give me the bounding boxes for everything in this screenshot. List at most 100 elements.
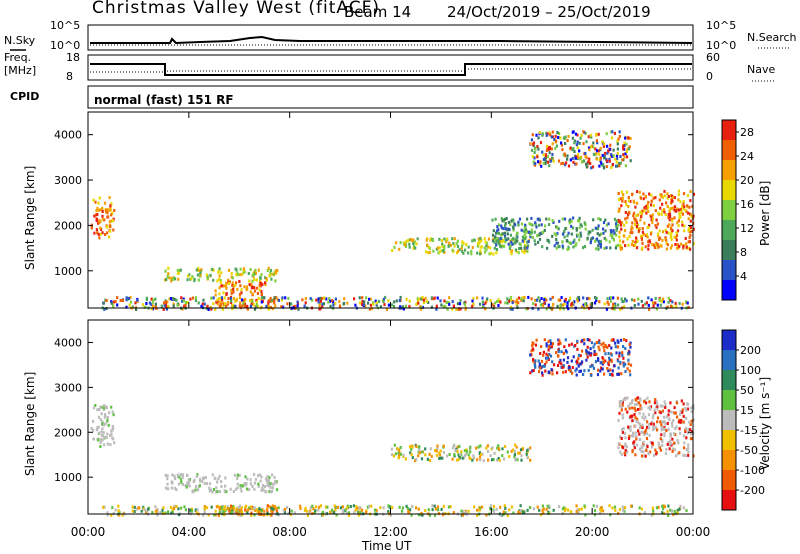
scatter-cell xyxy=(274,279,277,283)
scatter-cell xyxy=(460,450,463,454)
scatter-cell xyxy=(173,486,176,490)
scatter-cell xyxy=(384,295,387,299)
scatter-cell xyxy=(624,244,627,248)
scatter-cell xyxy=(551,360,554,364)
scatter-cell xyxy=(550,147,553,151)
scatter-cell xyxy=(597,357,600,361)
scatter-cell xyxy=(672,196,675,199)
scatter-cell xyxy=(597,345,600,349)
scatter-cell xyxy=(678,208,681,212)
scatter-cell xyxy=(610,346,613,350)
scatter-cell xyxy=(438,456,441,460)
scatter-cell xyxy=(406,506,409,510)
scatter-cell xyxy=(599,146,602,150)
scatter-cell xyxy=(167,304,170,308)
scatter-cell xyxy=(642,412,645,416)
scatter-cell xyxy=(385,308,389,311)
scatter-cell xyxy=(529,371,532,375)
scatter-cell xyxy=(417,507,420,511)
scatter-cell xyxy=(586,355,589,359)
scatter-cell xyxy=(529,142,532,146)
scatter-cell xyxy=(238,292,242,296)
scatter-cell xyxy=(641,209,644,213)
scatter-cell xyxy=(317,297,320,301)
scatter-cell xyxy=(357,510,360,514)
scatter-cell xyxy=(685,416,688,420)
scatter-cell xyxy=(469,446,472,450)
scatter-cell xyxy=(618,351,621,355)
scatter-cell xyxy=(681,408,684,412)
scatter-cell xyxy=(238,280,241,283)
scatter-cell xyxy=(557,354,560,358)
scatter-cell xyxy=(634,453,637,457)
scatter-cell xyxy=(109,443,112,447)
scatter-cell xyxy=(689,226,692,229)
colorbar-swatch xyxy=(722,450,736,471)
scatter-cell xyxy=(597,132,600,136)
scatter-cell xyxy=(656,303,659,307)
scatter-cell xyxy=(562,370,565,374)
scatter-cell xyxy=(633,403,637,407)
scatter-cell xyxy=(535,133,538,137)
scatter-cell xyxy=(641,234,644,238)
scatter-cell xyxy=(95,228,98,232)
scatter-cell xyxy=(647,247,650,251)
scatter-cell xyxy=(507,237,510,241)
scatter-cell xyxy=(270,298,273,302)
scatter-cell xyxy=(542,153,545,157)
scatter-cell xyxy=(551,342,555,346)
scatter-cell xyxy=(335,513,338,517)
scatter-cell xyxy=(550,341,553,345)
scatter-cell xyxy=(574,369,577,373)
scatter-cell xyxy=(263,485,267,489)
scatter-cell xyxy=(462,456,465,460)
scatter-cell xyxy=(647,296,650,300)
scatter-cell xyxy=(202,513,205,517)
scatter-cell xyxy=(688,240,691,244)
scatter-cell xyxy=(645,233,648,237)
scatter-cell xyxy=(253,289,257,293)
scatter-cell xyxy=(496,236,499,240)
scatter-cell xyxy=(559,341,562,345)
scatter-cell xyxy=(471,246,474,249)
scatter-cell xyxy=(476,458,479,462)
scatter-cell xyxy=(188,484,191,488)
scatter-cell xyxy=(373,508,377,512)
colorbar-tick-label: 20 xyxy=(740,174,754,187)
scatter-cell xyxy=(580,224,583,228)
scatter-cell xyxy=(555,233,558,237)
scatter-cell xyxy=(668,212,672,216)
scatter-cell xyxy=(529,235,532,239)
scatter-cell xyxy=(93,214,96,218)
scatter-cell xyxy=(429,447,432,451)
scatter-cell xyxy=(523,233,526,237)
scatter-cell xyxy=(150,297,153,301)
scatter-cell xyxy=(596,373,600,377)
colorbar-swatch xyxy=(722,330,736,351)
scatter-cell xyxy=(620,372,623,376)
scatter-cell xyxy=(521,239,524,243)
scatter-cell xyxy=(579,354,582,358)
scatter-cell xyxy=(173,298,176,301)
colorbar-frame xyxy=(721,119,737,301)
scatter-cell xyxy=(512,236,515,240)
scatter-cell xyxy=(413,240,416,244)
scatter-cell xyxy=(571,366,574,369)
scatter-cell xyxy=(257,297,260,300)
scatter-cell xyxy=(277,506,280,510)
scatter-cell xyxy=(619,221,622,225)
scatter-cell xyxy=(611,163,614,167)
scatter-cell xyxy=(236,482,239,486)
scatter-cell xyxy=(606,345,609,349)
scatter-cell xyxy=(515,302,518,306)
scatter-cell xyxy=(511,307,514,311)
scatter-cell xyxy=(650,215,653,219)
scatter-cell xyxy=(218,490,222,494)
scatter-cell xyxy=(268,305,271,309)
scatter-cell xyxy=(304,297,307,301)
scatter-cell xyxy=(680,399,683,403)
scatter-cell xyxy=(440,507,443,511)
scatter-cell xyxy=(220,485,223,488)
scatter-cell xyxy=(639,218,642,222)
scatter-cell xyxy=(424,509,427,513)
